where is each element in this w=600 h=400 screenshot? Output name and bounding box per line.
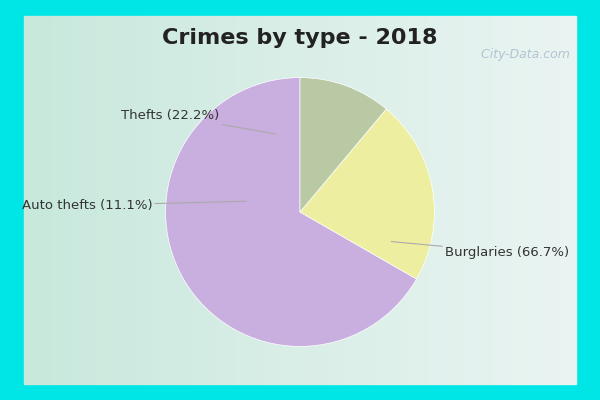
Bar — [466, 16, 475, 384]
Bar — [300, 16, 309, 384]
Bar — [125, 16, 134, 384]
Bar — [309, 16, 319, 384]
Bar — [281, 16, 291, 384]
Bar — [162, 16, 171, 384]
Wedge shape — [300, 109, 434, 279]
Wedge shape — [166, 78, 416, 346]
Bar — [383, 16, 392, 384]
Bar — [33, 16, 43, 384]
Bar — [457, 16, 466, 384]
Bar — [61, 16, 70, 384]
Bar — [52, 16, 61, 384]
Bar — [539, 16, 548, 384]
Bar — [88, 16, 98, 384]
Bar — [484, 16, 493, 384]
Bar — [493, 16, 502, 384]
Bar — [153, 16, 162, 384]
Bar — [98, 16, 107, 384]
Bar — [355, 16, 364, 384]
Bar — [143, 16, 153, 384]
Bar — [567, 16, 576, 384]
Bar — [190, 16, 199, 384]
Bar — [392, 16, 401, 384]
Bar — [79, 16, 88, 384]
Bar — [512, 16, 521, 384]
Bar — [502, 16, 512, 384]
Bar — [43, 16, 52, 384]
Bar — [548, 16, 557, 384]
Bar — [521, 16, 530, 384]
Bar — [410, 16, 419, 384]
Bar — [337, 16, 346, 384]
Bar — [475, 16, 484, 384]
Bar — [263, 16, 272, 384]
Bar — [374, 16, 383, 384]
Bar — [429, 16, 438, 384]
Bar — [328, 16, 337, 384]
Wedge shape — [300, 78, 386, 212]
Bar — [401, 16, 410, 384]
Bar — [364, 16, 374, 384]
Bar — [134, 16, 143, 384]
Bar — [245, 16, 254, 384]
Bar — [254, 16, 263, 384]
Bar — [171, 16, 181, 384]
Bar — [226, 16, 236, 384]
Bar — [419, 16, 429, 384]
Bar — [557, 16, 567, 384]
Bar — [107, 16, 116, 384]
Bar — [116, 16, 125, 384]
Bar — [181, 16, 190, 384]
Bar — [199, 16, 208, 384]
Bar — [447, 16, 457, 384]
Bar — [208, 16, 217, 384]
Bar — [217, 16, 226, 384]
Text: City-Data.com: City-Data.com — [473, 48, 570, 61]
Text: Burglaries (66.7%): Burglaries (66.7%) — [391, 242, 569, 259]
Bar — [291, 16, 300, 384]
Bar — [530, 16, 539, 384]
Text: Auto thefts (11.1%): Auto thefts (11.1%) — [22, 199, 246, 212]
Bar — [24, 16, 33, 384]
Text: Thefts (22.2%): Thefts (22.2%) — [121, 109, 276, 134]
Bar — [70, 16, 79, 384]
Bar — [319, 16, 328, 384]
Text: Crimes by type - 2018: Crimes by type - 2018 — [162, 28, 438, 48]
Bar — [346, 16, 355, 384]
Bar — [438, 16, 447, 384]
Bar — [236, 16, 245, 384]
Bar — [272, 16, 281, 384]
